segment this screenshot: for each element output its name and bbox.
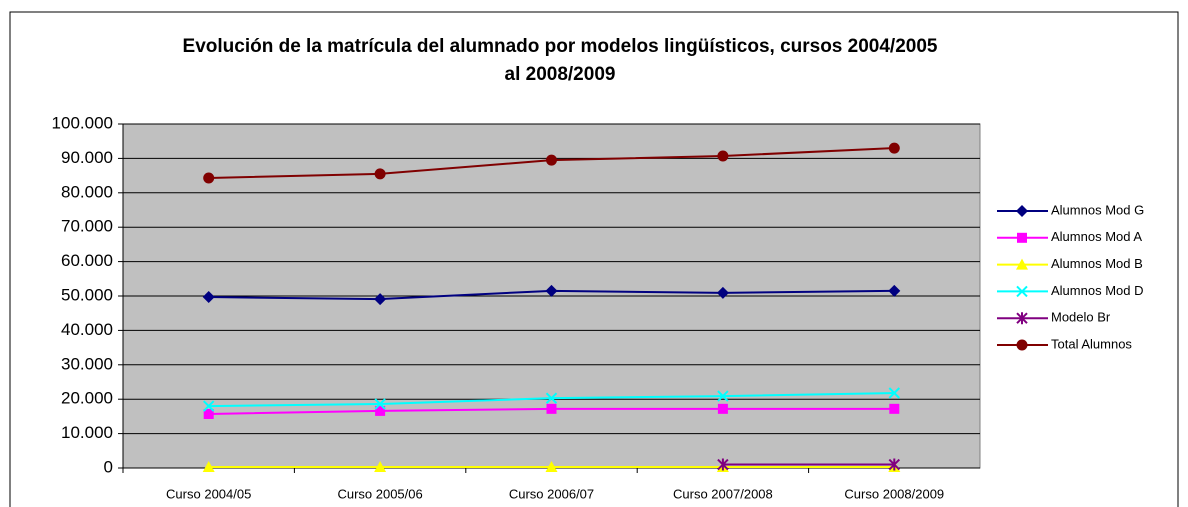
x-tick-label: Curso 2005/06 [337,486,422,501]
marker [888,284,901,297]
x-tick-label: Curso 2007/2008 [673,486,773,501]
marker [1016,339,1028,351]
marker [545,460,558,472]
marker [546,154,557,166]
chart-title: al 2008/2009 [505,64,616,85]
marker [717,150,729,162]
marker [545,392,558,404]
marker [374,398,386,410]
y-tick-label: 50.000 [61,285,113,304]
y-tick-label: 30.000 [61,354,113,373]
legend-label: Alumnos Mod A [1051,229,1142,244]
marker [716,286,729,299]
marker [374,460,387,472]
marker [717,390,729,402]
marker [717,403,728,414]
marker [203,172,215,184]
marker [375,405,386,416]
y-tick-label: 100.000 [52,113,113,132]
y-tick-label: 60.000 [61,251,113,270]
y-tick-label: 20.000 [61,389,113,408]
x-tick-label: Curso 2006/07 [509,486,594,501]
chart-title: Evolución de la matrícula del alumnado p… [183,36,938,57]
y-tick-label: 0 [104,457,113,476]
legend-label: Modelo Br [1051,310,1111,325]
marker [374,168,386,180]
marker [374,293,387,306]
marker [1016,258,1028,270]
marker [202,460,215,472]
marker [888,458,901,471]
marker [203,408,214,419]
legend-label: Alumnos Mod B [1051,256,1143,271]
marker [1016,205,1028,217]
marker [717,458,729,471]
marker [889,403,900,414]
marker [888,387,901,399]
y-tick-label: 70.000 [61,217,113,236]
y-tick-label: 40.000 [61,320,113,339]
marker [545,284,558,297]
legend-label: Alumnos Mod D [1051,283,1143,298]
legend-label: Alumnos Mod G [1051,202,1144,217]
y-tick-label: 10.000 [61,423,113,442]
marker [1016,312,1028,325]
marker [202,400,215,412]
marker [1017,232,1027,243]
x-tick-label: Curso 2004/05 [166,486,251,501]
y-tick-label: 80.000 [61,182,113,201]
marker [202,291,215,304]
marker [888,142,900,154]
x-tick-label: Curso 2008/2009 [844,486,944,501]
marker [546,403,557,414]
legend-label: Total Alumnos [1051,336,1132,351]
marker [1016,285,1028,298]
y-tick-label: 90.000 [61,148,113,167]
